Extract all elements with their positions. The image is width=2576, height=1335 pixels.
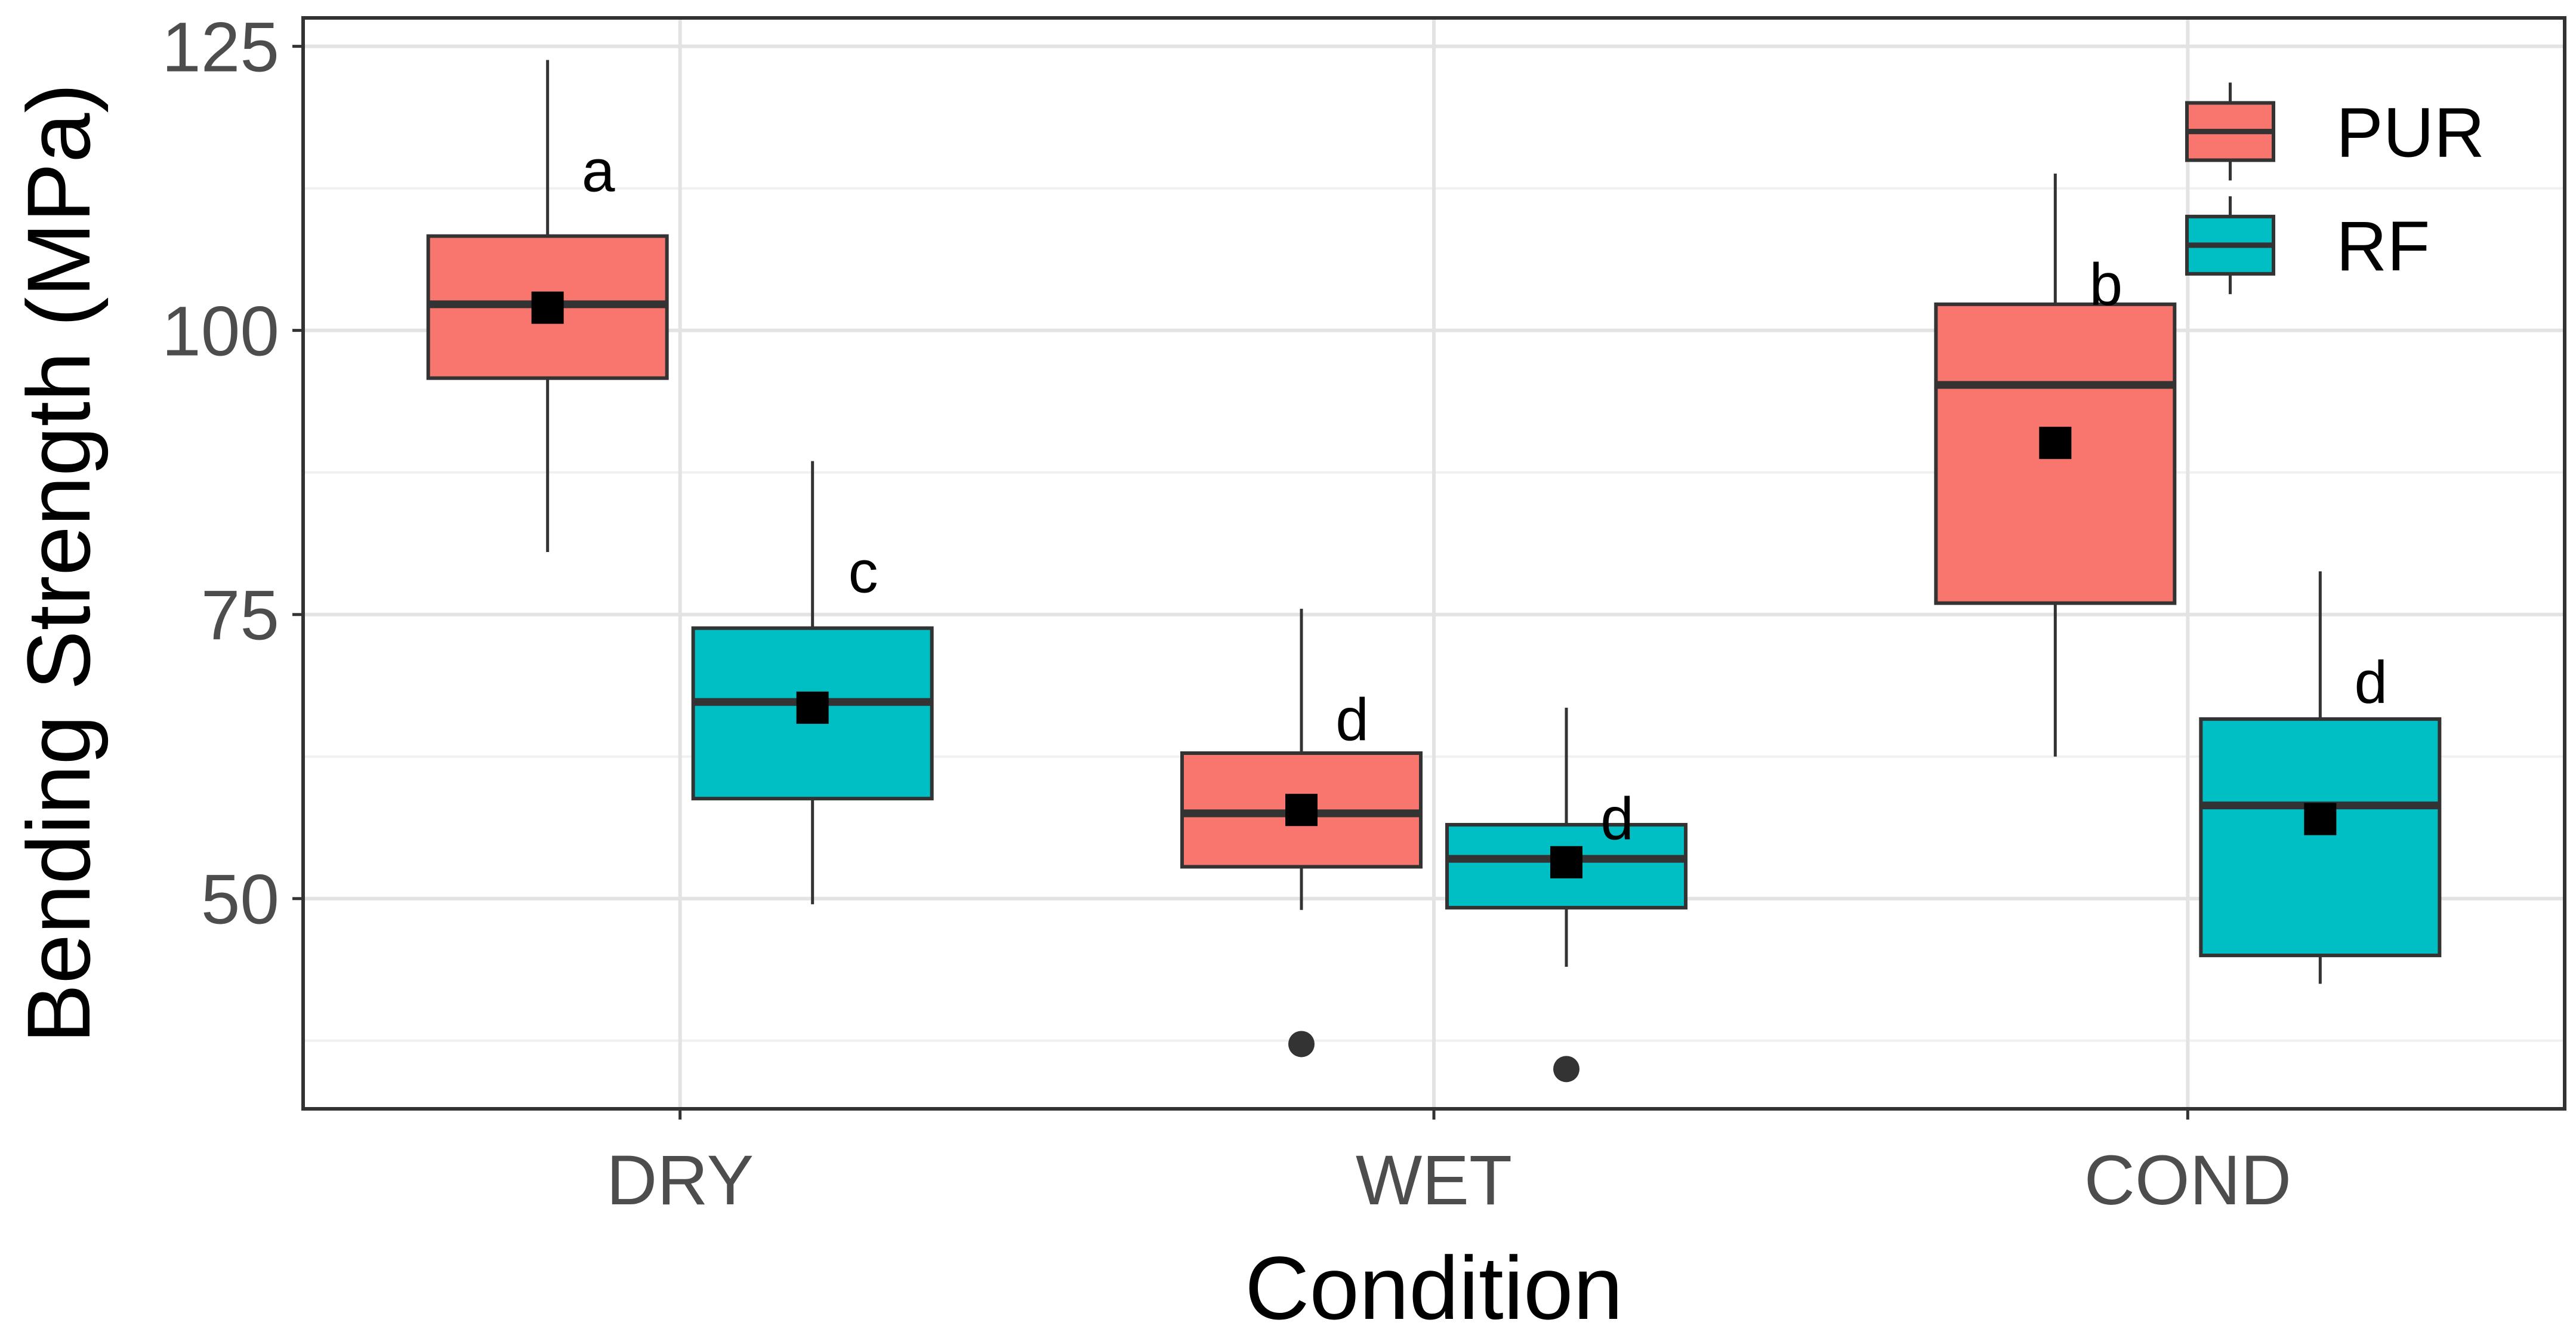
significance-letter: d	[1335, 686, 1369, 753]
mean-marker	[796, 691, 829, 724]
legend-label-rf: RF	[2336, 207, 2430, 286]
significance-letter: d	[1600, 785, 1634, 852]
mean-marker	[1285, 794, 1318, 827]
outlier-point	[1553, 1056, 1579, 1083]
significance-letter: a	[582, 137, 615, 204]
significance-letter: d	[2355, 649, 2388, 716]
y-tick-label: 125	[162, 8, 279, 87]
y-tick-label: 50	[201, 861, 279, 939]
mean-marker	[531, 291, 564, 324]
mean-marker	[2039, 427, 2072, 460]
significance-letter: b	[2090, 251, 2123, 318]
legend-label-pur: PUR	[2336, 93, 2485, 172]
box-rf-cond	[2199, 717, 2442, 957]
x-axis-title: Condition	[1245, 1238, 1623, 1335]
x-tick-label: DRY	[606, 1141, 754, 1220]
y-axis-title: Bending Strength (MPa)	[8, 83, 109, 1043]
x-tick-label: WET	[1356, 1141, 1512, 1220]
outlier-point	[1288, 1031, 1315, 1057]
y-tick-label: 100	[162, 292, 279, 371]
significance-letter: c	[849, 539, 878, 606]
y-tick-label: 75	[201, 576, 279, 655]
mean-marker	[1550, 846, 1582, 878]
mean-marker	[2304, 803, 2337, 835]
x-tick-label: COND	[2084, 1141, 2291, 1220]
